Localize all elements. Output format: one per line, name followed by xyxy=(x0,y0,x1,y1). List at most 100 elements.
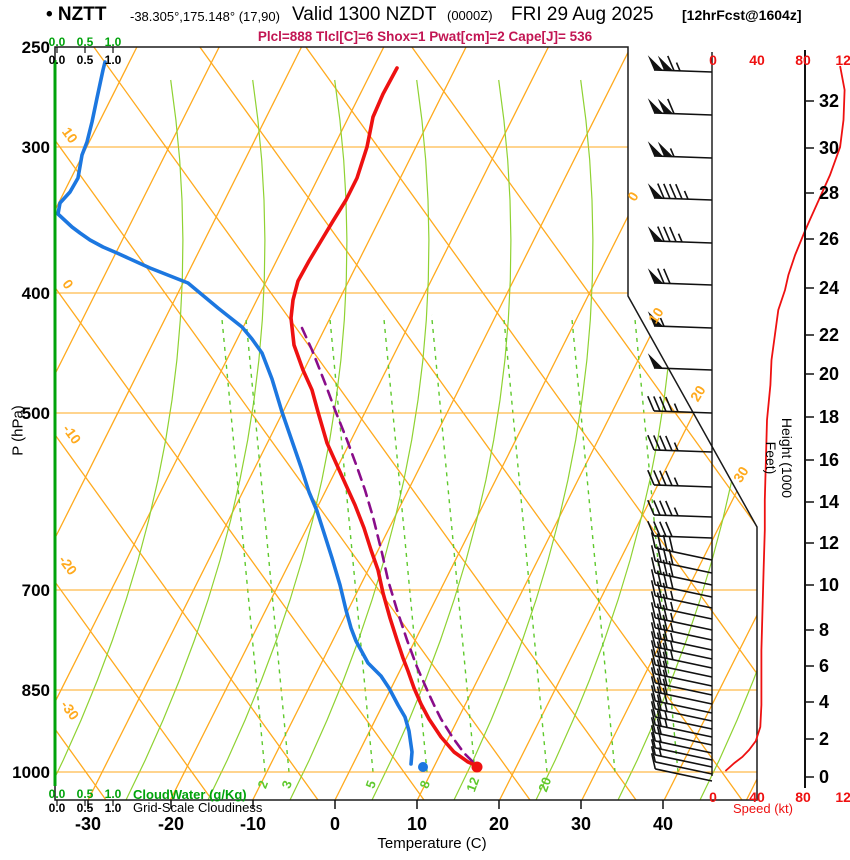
zulu-time: (0000Z) xyxy=(447,8,493,23)
isotherm-line xyxy=(252,47,632,800)
wind-barb-pennant xyxy=(657,98,674,114)
isotherm-line xyxy=(499,47,757,800)
grid-line-labels: 10 0 -10 -20 -30 0 10 20 30 2 3 5 8 12 20 xyxy=(56,124,752,794)
wind-barb-feather xyxy=(662,687,668,704)
wind-barb-feather xyxy=(656,659,662,676)
wind-barb-feather xyxy=(650,631,657,648)
wind-barb-halffeather xyxy=(673,403,679,413)
plot-frame xyxy=(54,46,758,801)
wind-barb-shaft xyxy=(654,410,713,414)
dry-adiabat-line xyxy=(55,47,213,800)
temperature-axis: -30 -20 -10 0 10 20 30 40 xyxy=(75,800,673,834)
wind-barb-feather xyxy=(650,557,657,574)
wind-barb-shaft xyxy=(654,449,713,453)
wind-barb-shaft xyxy=(654,155,713,159)
wind-barb-feather xyxy=(662,582,668,599)
height-tick-label: 0 xyxy=(819,767,829,787)
cw-scale-top-label: 0.5 xyxy=(77,35,94,49)
wind-barb-feather xyxy=(663,226,671,242)
wind-barb-shaft xyxy=(655,761,713,775)
wind-barb-feather xyxy=(656,702,662,719)
wind-barb-feather xyxy=(656,694,662,711)
wind-barb-feather xyxy=(653,500,661,516)
wind-barb-feather xyxy=(650,746,657,763)
wind-barb-feather xyxy=(656,546,662,563)
isotherm-label: 10 xyxy=(645,304,667,326)
moist-adiabat-line xyxy=(535,79,676,800)
wind-barb-feather xyxy=(650,545,657,562)
wind-barb-pennant xyxy=(647,353,664,369)
gs-scale-top-label: 0.0 xyxy=(49,53,66,67)
wind-barb-shaft xyxy=(655,768,713,782)
height-tick-label: 30 xyxy=(819,138,839,158)
cw-scale-bottom-label: 1.0 xyxy=(105,787,122,801)
pressure-tick-label: 850 xyxy=(22,681,50,700)
isotherm-label: 20 xyxy=(687,382,709,404)
isotherm-line xyxy=(55,47,138,800)
cw-scale-bottom-label: 0.0 xyxy=(49,787,66,801)
wind-barb-feather xyxy=(647,499,655,516)
wind-barb-feather xyxy=(668,535,674,552)
wind-barb-feather xyxy=(669,183,677,200)
wind-barb-shaft xyxy=(654,69,713,73)
wind-barb-halffeather xyxy=(677,233,683,243)
speed-tick-label: 120 xyxy=(835,52,850,68)
pressure-tick-label: 1000 xyxy=(12,763,50,782)
temp-tick-label: -20 xyxy=(158,814,184,834)
wind-barb-feather xyxy=(659,396,667,412)
wind-barb-feather xyxy=(662,624,668,641)
wind-barb-halffeather xyxy=(658,747,662,757)
wind-barb-feather xyxy=(656,632,662,649)
dry-adiabat-line xyxy=(55,47,425,800)
wind-barb-feather xyxy=(650,685,657,702)
cloudiness-scales: 0.00.00.00.00.50.50.50.51.01.01.01.0 xyxy=(49,35,122,815)
wind-speed-profile xyxy=(724,65,846,772)
dry-adiabat-label: 0 xyxy=(59,276,77,292)
wind-barb-halffeather xyxy=(670,622,674,632)
wind-barb-feather xyxy=(650,649,657,666)
wind-barb-feather xyxy=(650,612,657,629)
wind-barb-feather xyxy=(656,623,662,640)
speed-axis-labels: 0408012004080120 xyxy=(709,52,850,805)
height-tick-label: 22 xyxy=(819,325,839,345)
wind-barb-feather xyxy=(668,572,674,589)
wind-barb-halffeather xyxy=(664,710,668,720)
wind-barb-feather xyxy=(656,641,662,658)
pressure-tick-label: 400 xyxy=(22,284,50,303)
mixing-ratio-label: 2 xyxy=(254,778,271,790)
gs-scale-bottom-label: 1.0 xyxy=(105,801,122,815)
wind-barb-feather xyxy=(656,677,662,694)
dry-adiabat-label: 10 xyxy=(59,124,81,146)
temperature-curve xyxy=(289,66,479,768)
wind-barb-feather xyxy=(650,591,657,608)
wind-barb-feather xyxy=(657,226,665,242)
wind-barb-feather xyxy=(663,268,671,284)
pressure-axis: 250 300 400 500 700 850 1000 xyxy=(12,38,50,782)
temperature-axis-title: Temperature (C) xyxy=(377,835,487,852)
wind-barb-feather xyxy=(667,55,675,71)
gridscale-axis-title: Grid-Scale Cloudiness xyxy=(133,800,263,815)
mixing-ratio-label: 12 xyxy=(463,775,482,794)
wind-barb-feather xyxy=(656,710,662,727)
wind-barb-feather xyxy=(657,183,665,199)
height-tick-label: 32 xyxy=(819,91,839,111)
wind-barb-feather xyxy=(650,701,657,718)
wind-barb-feather xyxy=(662,614,668,631)
pressure-tick-label: 250 xyxy=(22,38,50,57)
isotherm-line xyxy=(55,47,303,800)
wind-barb-feather xyxy=(659,435,667,451)
moist-adiabat-line xyxy=(453,79,594,800)
dewpoint-curve xyxy=(56,60,414,766)
gs-scale-top-label: 0.5 xyxy=(77,53,94,67)
mixing-ratio-label: 20 xyxy=(535,775,554,794)
wind-barb-halffeather xyxy=(670,612,674,622)
isotherm-line xyxy=(55,47,385,800)
wind-barb-feather xyxy=(675,183,683,200)
wind-barb-feather xyxy=(662,547,668,564)
wind-barb-halffeather xyxy=(670,632,674,642)
wind-barb-pennant xyxy=(657,55,674,71)
wind-barb-pennant xyxy=(647,311,664,327)
mixing-ratio-line xyxy=(220,314,266,773)
wind-barb-feather xyxy=(657,268,665,284)
wind-barb-pennant xyxy=(657,141,674,157)
